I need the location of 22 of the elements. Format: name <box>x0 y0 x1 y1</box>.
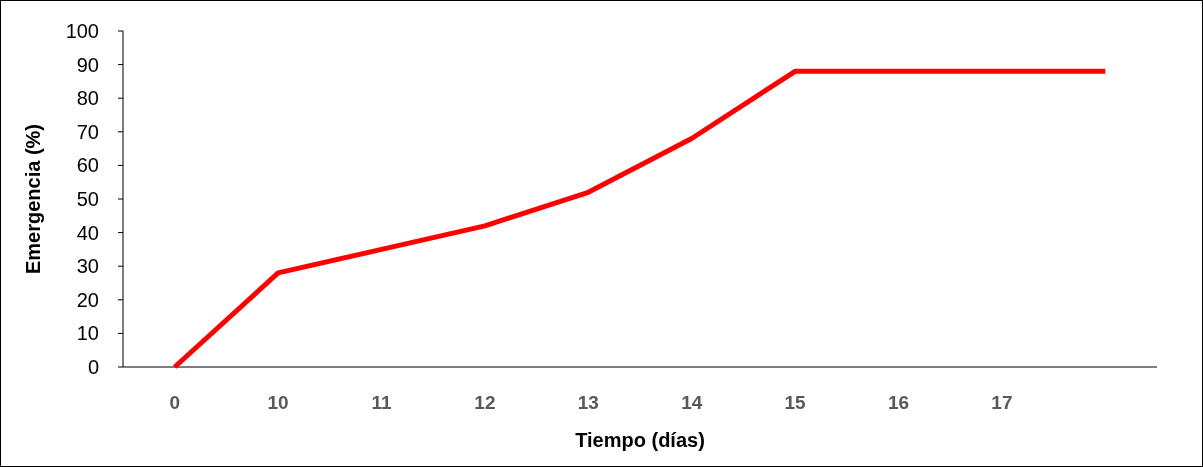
x-tick-label: 17 <box>991 392 1013 413</box>
y-axis-title: Emergencia (%) <box>22 123 44 275</box>
y-tick-label: 90 <box>76 53 99 76</box>
y-tick-label: 50 <box>76 188 99 210</box>
x-tick-label: 0 <box>169 392 180 413</box>
x-tick-label: 16 <box>887 392 910 413</box>
x-tick-label: 14 <box>681 392 703 413</box>
y-tick-label: 30 <box>76 255 99 278</box>
y-tick-label: 10 <box>76 322 99 345</box>
y-tick-label: 0 <box>87 356 99 378</box>
y-tick-label: 80 <box>76 87 99 110</box>
x-tick-label: 13 <box>577 392 599 413</box>
x-tick-label: 11 <box>371 392 392 413</box>
x-tick-label: 12 <box>474 392 496 413</box>
y-tick-label: 20 <box>76 288 99 311</box>
x-tick-label: 15 <box>784 392 807 413</box>
y-tick-label: 60 <box>76 154 99 177</box>
y-tick-label: 70 <box>76 120 99 143</box>
y-tick-label: 100 <box>65 20 99 42</box>
y-tick-label: 40 <box>76 221 99 244</box>
x-axis-title: Tiempo (días) <box>575 429 705 451</box>
x-tick-label: 10 <box>267 392 289 413</box>
